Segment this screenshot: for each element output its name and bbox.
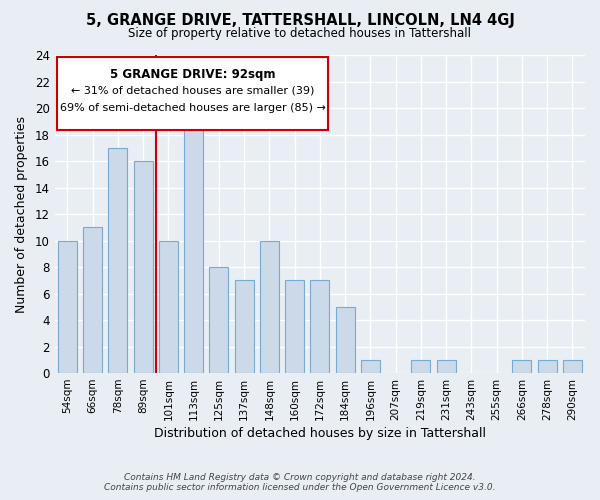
Bar bbox=[109, 148, 127, 373]
Bar bbox=[361, 360, 380, 373]
Text: Contains HM Land Registry data © Crown copyright and database right 2024.
Contai: Contains HM Land Registry data © Crown c… bbox=[104, 473, 496, 492]
Bar bbox=[437, 360, 455, 373]
Bar bbox=[512, 360, 532, 373]
Text: 5 GRANGE DRIVE: 92sqm: 5 GRANGE DRIVE: 92sqm bbox=[110, 68, 275, 80]
Bar bbox=[235, 280, 254, 373]
Text: 5, GRANGE DRIVE, TATTERSHALL, LINCOLN, LN4 4GJ: 5, GRANGE DRIVE, TATTERSHALL, LINCOLN, L… bbox=[86, 12, 514, 28]
Bar bbox=[335, 307, 355, 373]
Bar bbox=[184, 122, 203, 373]
Text: 69% of semi-detached houses are larger (85) →: 69% of semi-detached houses are larger (… bbox=[60, 102, 326, 113]
Bar bbox=[285, 280, 304, 373]
Bar bbox=[159, 240, 178, 373]
Bar bbox=[209, 267, 229, 373]
Bar bbox=[310, 280, 329, 373]
Bar bbox=[83, 228, 102, 373]
Bar bbox=[260, 240, 279, 373]
Y-axis label: Number of detached properties: Number of detached properties bbox=[15, 116, 28, 312]
X-axis label: Distribution of detached houses by size in Tattershall: Distribution of detached houses by size … bbox=[154, 427, 486, 440]
Bar bbox=[412, 360, 430, 373]
Bar bbox=[134, 161, 152, 373]
Bar bbox=[538, 360, 557, 373]
Text: ← 31% of detached houses are smaller (39): ← 31% of detached houses are smaller (39… bbox=[71, 85, 314, 95]
FancyBboxPatch shape bbox=[58, 56, 328, 130]
Bar bbox=[563, 360, 582, 373]
Bar bbox=[58, 240, 77, 373]
Text: Size of property relative to detached houses in Tattershall: Size of property relative to detached ho… bbox=[128, 28, 472, 40]
